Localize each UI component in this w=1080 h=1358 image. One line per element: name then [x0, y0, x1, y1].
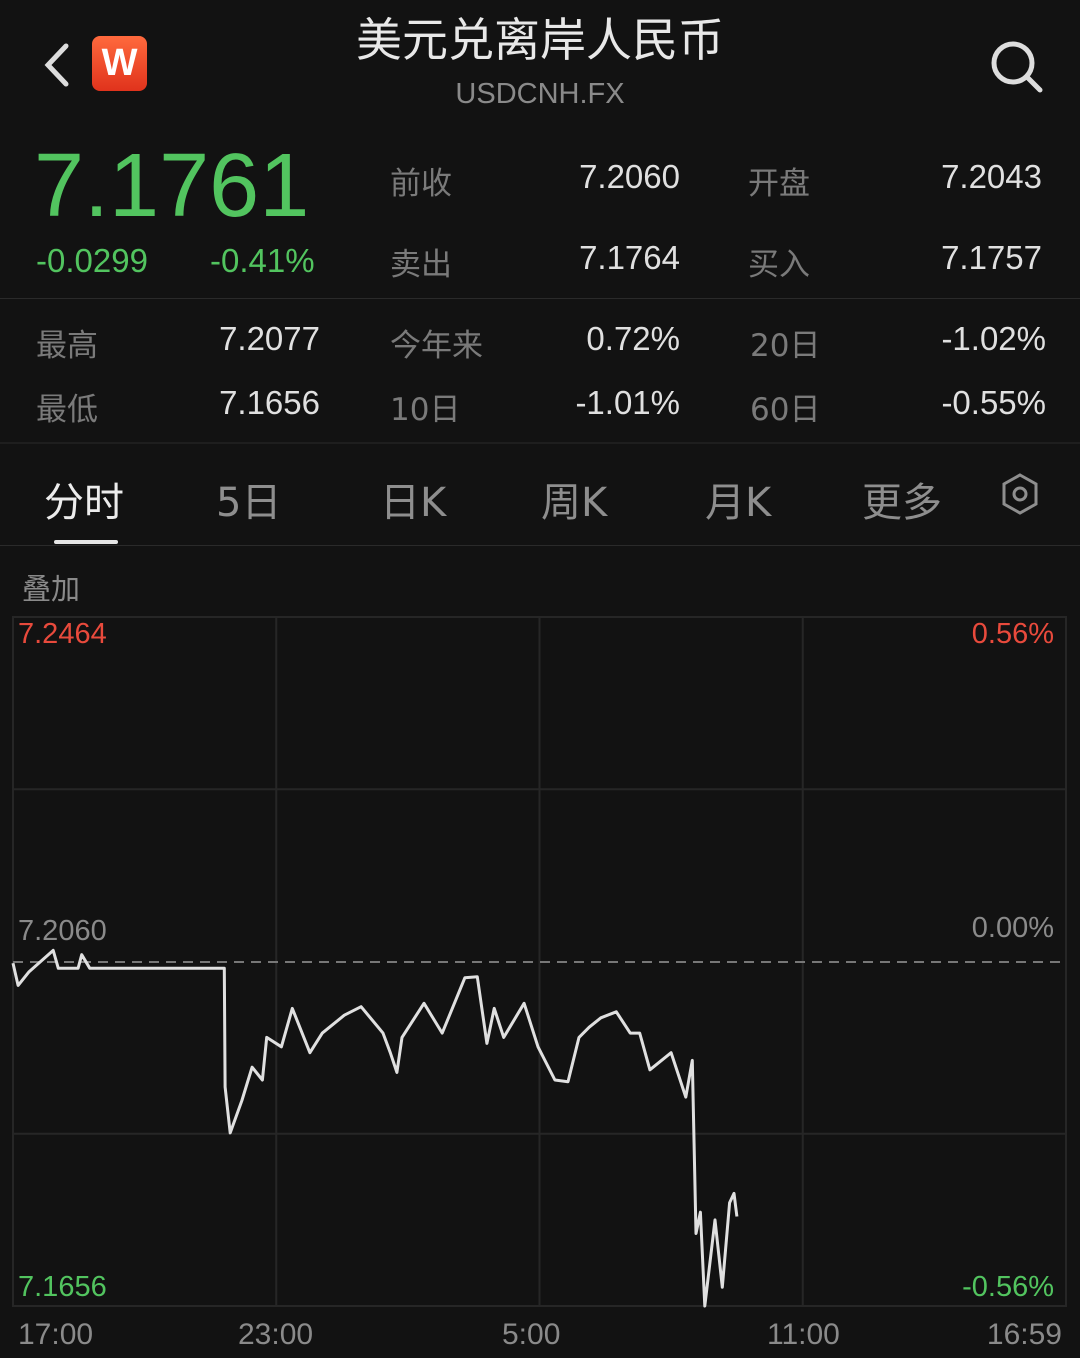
- price-change-pct: -0.41%: [210, 242, 315, 279]
- overlay-button[interactable]: 叠加: [22, 572, 81, 606]
- stat-value-bid: 7.1757: [941, 239, 1042, 276]
- tab-monthly-k[interactable]: 月K: [705, 480, 772, 526]
- pct-label-bottom: -0.56%: [962, 1271, 1054, 1303]
- tab-weekly-k[interactable]: 周K: [541, 480, 608, 526]
- stat-label-ytd: 今年来: [390, 328, 483, 364]
- y-label-bottom: 7.1656: [18, 1271, 107, 1303]
- tab-daily-k[interactable]: 日K: [380, 480, 447, 526]
- stat-value-open: 7.2043: [941, 158, 1042, 195]
- x-tick-label: 5:00: [502, 1318, 561, 1351]
- active-tab-indicator: [54, 540, 118, 544]
- back-button[interactable]: [38, 40, 78, 90]
- stat-value-high: 7.2077: [219, 320, 320, 357]
- stat-value-20d: -1.02%: [941, 320, 1046, 357]
- stat-label-prev-close: 前收: [390, 166, 452, 202]
- pct-label-mid: 0.00%: [971, 912, 1054, 944]
- x-tick-label: 17:00: [18, 1318, 94, 1351]
- pct-label-top: 0.56%: [971, 618, 1054, 650]
- stat-label-ask: 卖出: [390, 247, 452, 283]
- stat-value-ask: 7.1764: [579, 239, 680, 276]
- settings-button[interactable]: [998, 472, 1042, 516]
- x-tick-label: 23:00: [238, 1318, 314, 1351]
- tab-5day[interactable]: 5日: [216, 480, 282, 526]
- current-price: 7.1761: [34, 136, 310, 236]
- stat-label-10d: 10日: [390, 392, 461, 428]
- chevron-left-icon: [44, 43, 69, 87]
- search-button[interactable]: [988, 38, 1044, 94]
- tab-intraday[interactable]: 分时: [44, 480, 124, 526]
- app-logo: W: [92, 36, 147, 91]
- stat-label-60d: 60日: [750, 392, 821, 428]
- stat-label-bid: 买入: [748, 247, 810, 283]
- y-label-top: 7.2464: [18, 618, 107, 650]
- page-title: 美元兑离岸人民币: [356, 13, 724, 67]
- divider: [0, 298, 1080, 299]
- stat-label-low: 最低: [36, 392, 98, 428]
- stat-value-low: 7.1656: [219, 384, 320, 421]
- tab-more[interactable]: 更多: [862, 480, 942, 526]
- stat-value-10d: -1.01%: [575, 384, 680, 421]
- stat-value-60d: -0.55%: [941, 384, 1046, 421]
- y-label-mid: 7.2060: [18, 915, 107, 947]
- stat-label-open: 开盘: [748, 166, 810, 202]
- divider: [0, 545, 1080, 546]
- x-tick-label: 11:00: [767, 1318, 840, 1351]
- stat-value-prev-close: 7.2060: [579, 158, 680, 195]
- search-icon: [991, 41, 1043, 93]
- price-change: -0.0299: [36, 242, 148, 279]
- x-tick-label: 16:59: [986, 1318, 1062, 1351]
- stat-value-ytd: 0.72%: [586, 320, 680, 357]
- symbol-code: USDCNH.FX: [455, 78, 625, 110]
- stat-label-20d: 20日: [750, 328, 821, 364]
- settings-icon: [1002, 473, 1038, 515]
- price-line: [11, 948, 739, 1308]
- stat-label-high: 最高: [36, 328, 98, 364]
- divider: [0, 442, 1080, 444]
